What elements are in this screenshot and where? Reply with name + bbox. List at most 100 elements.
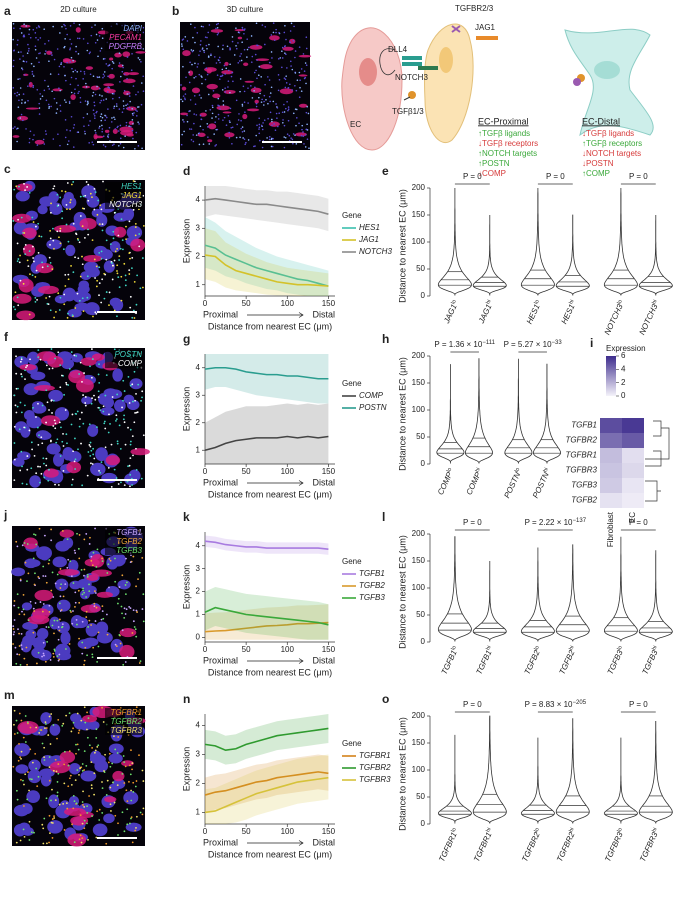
speck (133, 421, 136, 424)
nucleus (80, 770, 97, 782)
speck (131, 119, 134, 121)
speck (108, 304, 110, 306)
panel-letter: g (183, 332, 190, 346)
speck (66, 143, 69, 146)
p-exponent: −33 (552, 340, 563, 346)
speck (58, 309, 61, 311)
speck (110, 121, 113, 123)
speck (206, 47, 208, 50)
speck (13, 425, 16, 428)
vessel (259, 64, 273, 70)
heat-cell (622, 478, 644, 493)
speck (208, 43, 210, 46)
speck (258, 132, 261, 135)
speck (69, 129, 72, 132)
speck (21, 544, 24, 547)
speck (109, 423, 111, 425)
speck (195, 75, 197, 78)
speck (63, 782, 66, 785)
speck (86, 575, 89, 578)
speck (24, 244, 27, 246)
y-tick-label: 2 (196, 252, 201, 261)
speck (12, 633, 15, 636)
y-tick-label: 0 (196, 633, 201, 642)
speck (15, 185, 18, 188)
p-text: P = 0 (463, 700, 482, 709)
effect-item: ↑POSTN (478, 159, 510, 168)
speck (128, 252, 131, 254)
speck (69, 560, 72, 563)
speck (300, 90, 303, 92)
band (205, 754, 329, 824)
y-axis-label: Distance to nearest EC (μm) (397, 717, 407, 831)
speck (60, 61, 63, 64)
speck (86, 728, 88, 731)
speck (97, 396, 100, 399)
speck (46, 401, 49, 404)
speck (31, 245, 34, 248)
vessel (19, 364, 37, 371)
vessel (104, 129, 110, 133)
vessel (59, 529, 75, 538)
speck (101, 560, 104, 563)
speck (82, 195, 85, 198)
p-text: P = 2.22 × 10 (525, 518, 573, 527)
speck (51, 90, 53, 93)
speck (54, 582, 57, 585)
legend-label: TGFBR3 (359, 775, 391, 784)
speck (43, 28, 46, 30)
speck (98, 251, 101, 254)
speck (87, 626, 90, 628)
speck (138, 123, 140, 125)
speck (102, 721, 105, 723)
speck (23, 74, 26, 76)
speck (70, 43, 73, 45)
vessel (16, 183, 33, 192)
nucleus (48, 794, 60, 809)
speck (131, 484, 133, 486)
speck (127, 426, 129, 429)
speck (134, 829, 137, 832)
series-line (204, 606, 329, 626)
speck (58, 87, 60, 89)
panel-letter: c (4, 162, 11, 176)
speck (134, 399, 137, 402)
speck (202, 25, 205, 28)
speck (117, 234, 120, 237)
speck (109, 765, 112, 768)
speck (283, 146, 286, 149)
speck (258, 117, 260, 120)
speck (21, 648, 24, 651)
speck (59, 227, 62, 230)
speck (124, 593, 127, 596)
speck (232, 80, 234, 83)
speck (121, 406, 123, 409)
speck (27, 771, 29, 773)
image-legend: PDGFRB (109, 42, 143, 51)
speck (191, 50, 194, 53)
speck (78, 773, 80, 776)
speck (129, 100, 131, 103)
speck (65, 383, 68, 386)
speck (87, 717, 90, 720)
speck (26, 259, 29, 262)
receptor-label: TGFBR2/3 (455, 4, 494, 13)
x-tick-label: TGFBR2hi (555, 827, 578, 863)
vessel (75, 27, 81, 33)
speck (218, 78, 221, 80)
speck (102, 73, 105, 76)
vessel (130, 448, 150, 456)
speck (221, 89, 224, 91)
nucleus (37, 431, 52, 441)
speck (222, 100, 225, 102)
speck (72, 610, 74, 612)
speck (87, 42, 89, 45)
gene-level: hi (652, 299, 659, 305)
speck (62, 469, 65, 472)
p-value: P = 0 (629, 700, 648, 709)
y-tick-label: 150 (412, 210, 426, 219)
speck (81, 837, 84, 840)
speck (49, 261, 52, 264)
vessel (96, 591, 113, 598)
speck (104, 446, 107, 449)
